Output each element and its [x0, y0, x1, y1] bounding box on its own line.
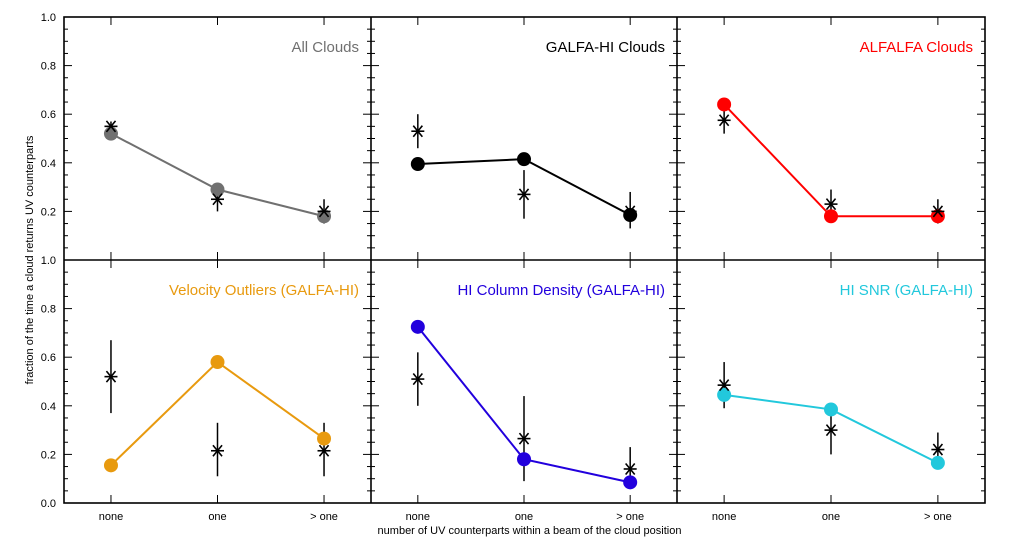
x-tick-label: > one — [924, 511, 952, 523]
star-stroke — [932, 205, 944, 218]
star-stroke — [518, 432, 530, 445]
star-stroke — [212, 444, 223, 457]
model-point — [517, 152, 531, 167]
star-stroke — [318, 205, 330, 218]
panel-title: Velocity Outliers (GALFA-HI) — [169, 282, 359, 299]
model-point — [717, 97, 732, 112]
x-axis-label: number of UV counterparts within a beam … — [378, 525, 682, 537]
observed-point — [104, 120, 118, 133]
y-tick-label: 0.2 — [41, 206, 56, 218]
y-tick-label: 0.0 — [41, 498, 56, 510]
observed-point — [411, 125, 425, 138]
panel-title: HI Column Density (GALFA-HI) — [457, 282, 665, 299]
model-point — [410, 319, 425, 334]
model-point — [210, 182, 225, 197]
star-stroke — [212, 193, 223, 206]
model-point — [717, 387, 732, 402]
observed-point — [824, 198, 838, 211]
observed-point — [317, 205, 331, 218]
star-stroke — [825, 424, 837, 437]
x-tick-label: one — [208, 511, 226, 523]
model-point — [824, 402, 838, 417]
observed-point — [211, 444, 224, 457]
model-point — [103, 458, 118, 473]
star-stroke — [825, 198, 837, 211]
y-tick-label: 0.4 — [41, 158, 56, 170]
x-tick-label: > one — [310, 511, 338, 523]
observed-point — [517, 188, 531, 201]
star-stroke — [412, 373, 423, 386]
observed-point — [623, 462, 637, 476]
star-stroke — [625, 205, 636, 218]
series-layer — [103, 97, 945, 490]
model-point — [317, 431, 332, 446]
x-tick-labels: none one > one none one > one none one > one — [99, 511, 952, 523]
model-point — [517, 452, 531, 467]
x-tick-label: none — [99, 511, 123, 523]
model-point — [824, 209, 838, 224]
y-axis-label: fraction of the time a cloud returns UV … — [24, 135, 36, 384]
observed-point — [824, 424, 838, 437]
panel-title: ALFALFA Clouds — [860, 39, 973, 56]
panel-title: HI SNR (GALFA-HI) — [840, 282, 973, 299]
x-tick-label: > one — [616, 511, 644, 523]
panel-titles: All Clouds GALFA-HI Clouds ALFALFA Clouds V… — [169, 39, 973, 299]
y-tick-label: 0.4 — [41, 401, 56, 413]
observed-point — [623, 205, 637, 218]
model-point — [103, 126, 118, 141]
star-stroke — [105, 120, 117, 133]
observed-point — [317, 444, 331, 457]
x-tick-label: none — [406, 511, 430, 523]
x-tick-label: one — [822, 511, 840, 523]
observed-point — [931, 443, 945, 456]
star-stroke — [718, 114, 730, 127]
y-tick-label: 0.8 — [41, 61, 56, 73]
model-point — [210, 355, 225, 370]
model-point — [623, 475, 638, 490]
observed-point — [104, 370, 118, 383]
star-stroke — [718, 379, 730, 392]
model-point — [410, 157, 425, 172]
y-tick-label: 1.0 — [41, 12, 56, 24]
panel-title: All Clouds — [291, 39, 359, 56]
model-point — [930, 455, 945, 470]
y-tick-labels: 0.0 0.2 0.4 0.6 0.8 1.0 0.2 0.4 0.6 0.8 1.0 — [41, 12, 56, 510]
axis-ticks — [64, 16, 985, 504]
y-tick-label: 0.6 — [41, 352, 56, 364]
x-tick-label: one — [515, 511, 533, 523]
star-stroke — [105, 370, 117, 383]
star-stroke — [318, 444, 330, 457]
observed-point — [211, 193, 224, 206]
model-point — [317, 209, 332, 224]
observed-point — [411, 373, 425, 386]
model-point — [930, 209, 945, 224]
y-tick-label: 0.2 — [41, 449, 56, 461]
observed-point — [517, 432, 531, 445]
y-tick-label: 0.6 — [41, 109, 56, 121]
observed-point — [717, 114, 731, 127]
y-tick-label: 1.0 — [41, 255, 56, 267]
panel-title: GALFA-HI Clouds — [546, 39, 665, 56]
star-stroke — [412, 125, 423, 138]
star-stroke — [932, 443, 944, 456]
star-stroke — [518, 188, 530, 201]
observed-point — [717, 379, 731, 392]
star-stroke — [625, 462, 636, 476]
x-tick-label: none — [712, 511, 736, 523]
observed-point — [931, 205, 945, 218]
y-tick-label: 0.8 — [41, 304, 56, 316]
